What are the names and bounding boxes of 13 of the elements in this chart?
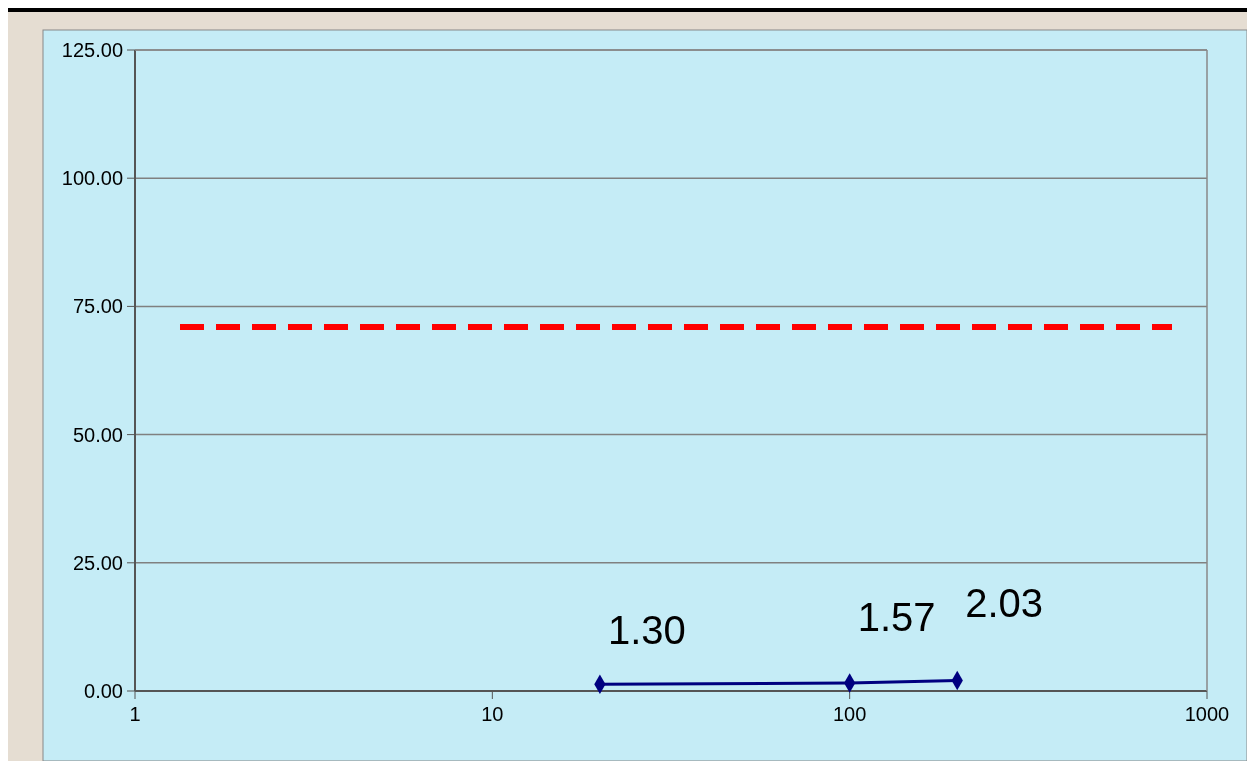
x-tick-label: 10	[481, 703, 504, 725]
y-tick-label: 100.00	[61, 167, 123, 190]
y-tick-label: 25.00	[72, 551, 123, 574]
x-tick-label: 100	[832, 703, 867, 725]
x-tick-label: 1	[129, 703, 141, 725]
y-tick-label: 0.00	[84, 680, 123, 702]
data-label: 1.30	[607, 608, 686, 653]
data-label: 1.57	[857, 594, 936, 639]
data-label: 2.03	[965, 580, 1044, 625]
y-tick-label: 50.00	[72, 423, 123, 446]
y-tick-label: 125.00	[61, 39, 123, 61]
y-tick-label: 75.00	[72, 295, 123, 318]
x-tick-label: 1000	[1184, 703, 1230, 725]
